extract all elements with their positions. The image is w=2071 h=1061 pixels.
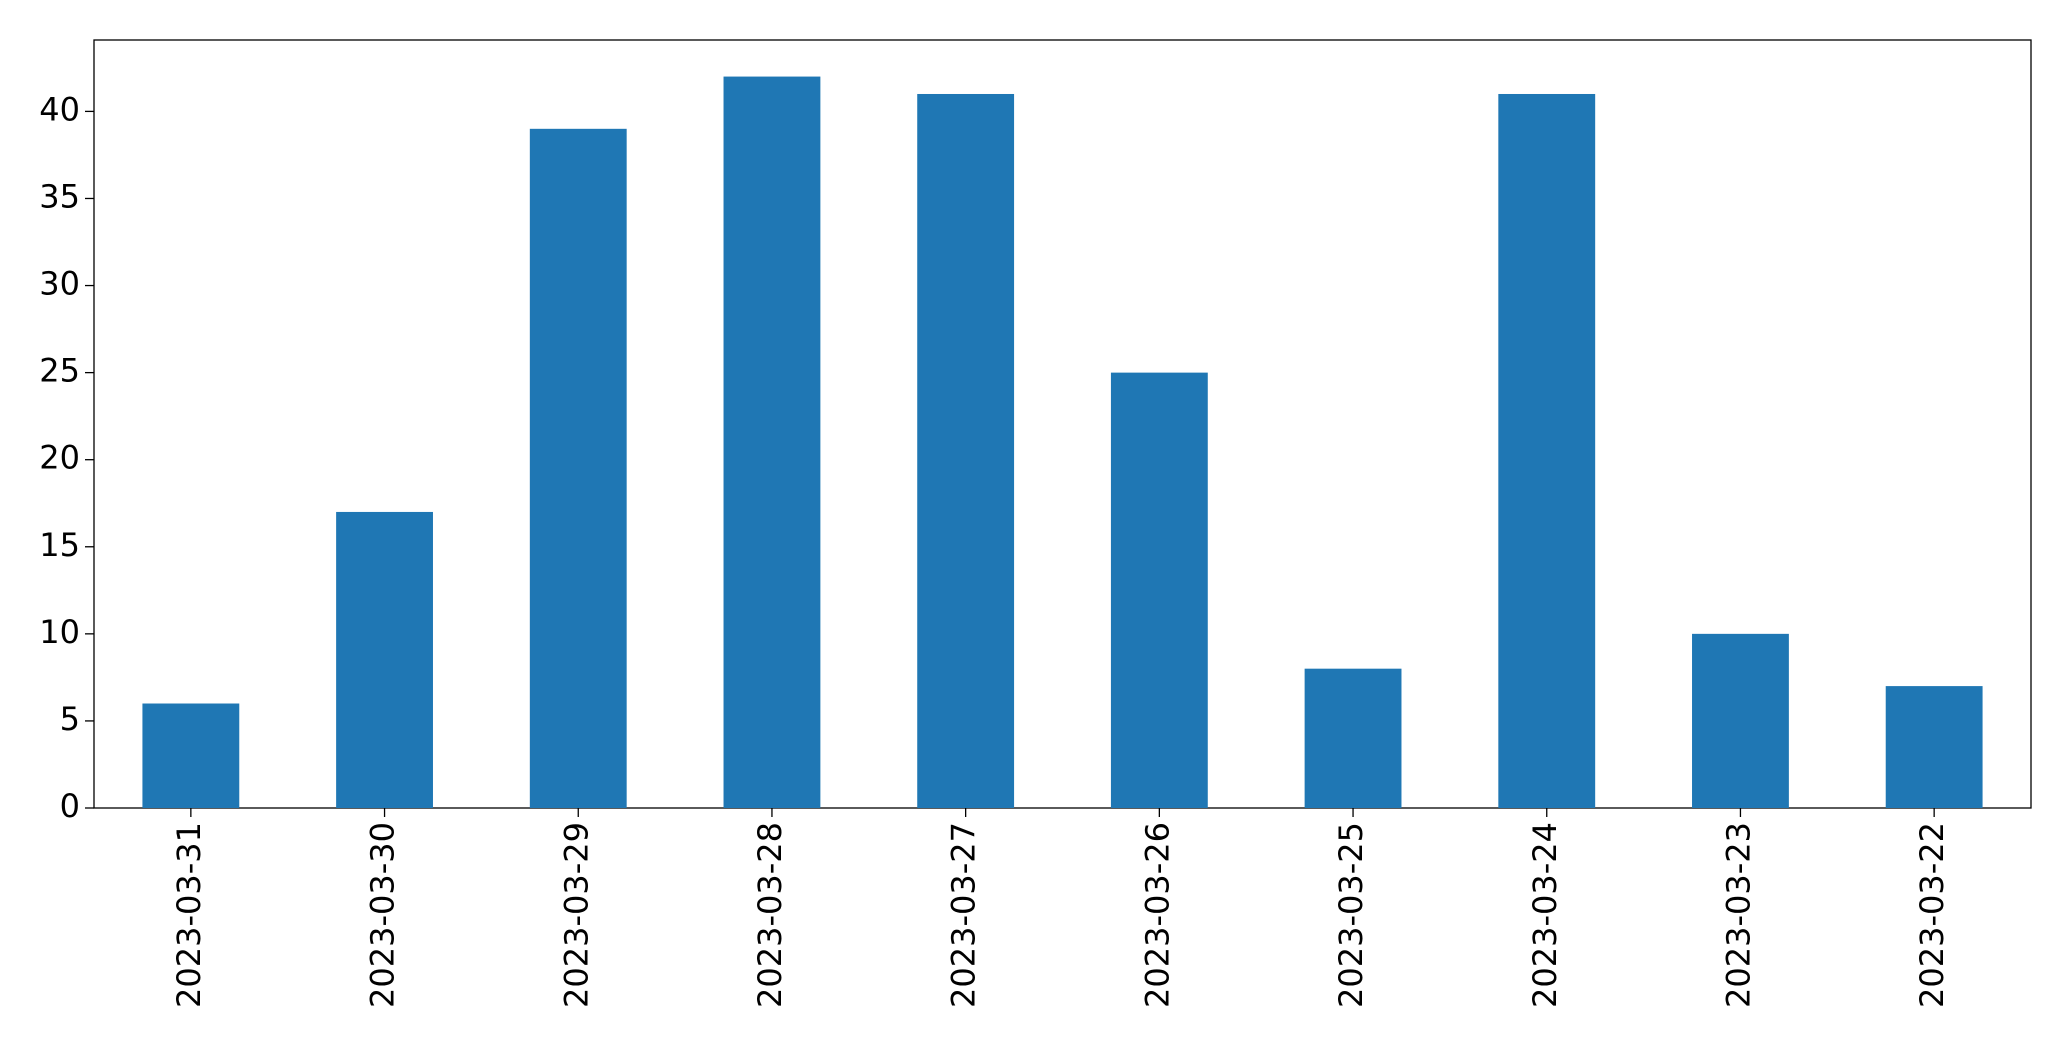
bar — [142, 703, 240, 808]
x-tick-label: 2023-03-25 — [1332, 822, 1370, 1008]
bar — [1304, 668, 1402, 808]
y-tick-label: 15 — [39, 526, 80, 564]
x-tick-label: 2023-03-31 — [170, 822, 208, 1008]
y-tick-label: 20 — [39, 439, 80, 477]
y-tick-label: 35 — [39, 177, 80, 215]
bar — [917, 93, 1015, 809]
x-tick-label: 2023-03-27 — [945, 822, 983, 1008]
x-tick-label: 2023-03-23 — [1719, 822, 1757, 1008]
x-tick-label: 2023-03-24 — [1526, 822, 1564, 1008]
x-tick-label: 2023-03-30 — [364, 822, 402, 1008]
bar — [1885, 686, 1983, 808]
y-tick-label: 30 — [39, 265, 80, 303]
bar — [1110, 372, 1208, 808]
y-tick-label: 25 — [39, 352, 80, 390]
y-tick-label: 5 — [60, 700, 80, 738]
x-tick-label: 2023-03-29 — [557, 822, 595, 1008]
x-tick-label: 2023-03-22 — [1913, 822, 1951, 1008]
y-tick-label: 0 — [60, 787, 80, 825]
bar — [529, 128, 627, 808]
y-tick-label: 10 — [39, 613, 80, 651]
bar — [1498, 93, 1596, 809]
x-tick-label: 2023-03-28 — [751, 822, 789, 1008]
bar — [336, 511, 433, 808]
bar — [1692, 633, 1789, 808]
y-tick-label: 40 — [39, 90, 80, 128]
x-tick-label: 2023-03-26 — [1138, 822, 1176, 1008]
plot-frame — [93, 39, 2032, 809]
bar — [723, 76, 821, 809]
